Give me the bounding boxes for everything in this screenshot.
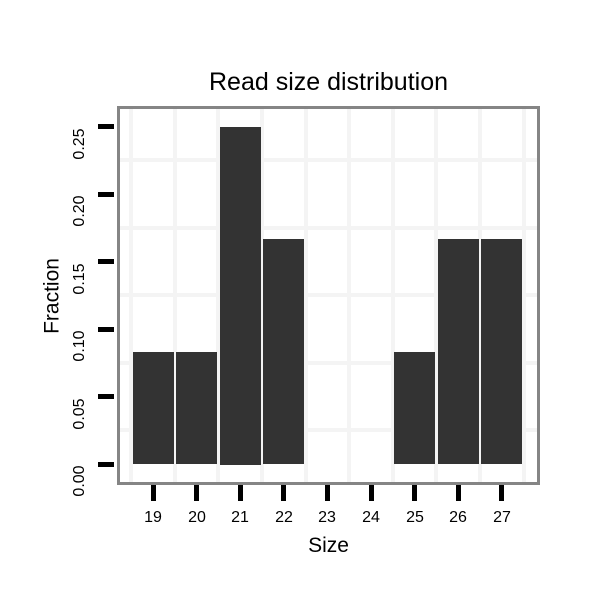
y-tick-mark — [98, 192, 114, 197]
bar — [394, 352, 435, 464]
x-tick-label: 22 — [275, 509, 293, 526]
x-tick-mark — [499, 485, 504, 501]
x-tick-mark — [325, 485, 330, 501]
y-tick-label: 0.10 — [71, 330, 88, 362]
x-tick-label: 20 — [188, 509, 206, 526]
plot-area — [120, 109, 537, 482]
x-tick-label: 24 — [362, 509, 380, 526]
y-tick-label: 0.05 — [71, 398, 88, 430]
x-axis-title: Size — [308, 534, 349, 557]
x-tick-mark — [369, 485, 374, 501]
bar — [220, 127, 261, 465]
x-tick-label: 23 — [318, 509, 336, 526]
minor-gridline-horizontal — [120, 428, 537, 433]
y-tick-mark — [98, 327, 114, 332]
bar — [438, 239, 479, 464]
x-tick-mark — [456, 485, 461, 501]
x-tick-mark — [238, 485, 243, 501]
x-tick-label: 26 — [449, 509, 467, 526]
y-tick-mark — [98, 462, 114, 467]
y-tick-label: 0.15 — [71, 263, 88, 295]
y-tick-label: 0.25 — [71, 128, 88, 160]
chart-title: Read size distribution — [208, 68, 448, 96]
x-tick-label: 27 — [493, 509, 511, 526]
y-axis-title: Fraction — [40, 258, 64, 334]
minor-gridline-horizontal — [120, 293, 537, 298]
x-tick-label: 21 — [231, 509, 249, 526]
bar — [481, 239, 522, 464]
plot-panel — [117, 106, 540, 485]
bar — [176, 352, 217, 464]
y-tick-mark — [98, 394, 114, 399]
y-tick-mark — [98, 259, 114, 264]
x-tick-mark — [281, 485, 286, 501]
bar — [133, 352, 174, 464]
bar — [263, 239, 304, 464]
y-tick-label: 0.20 — [71, 195, 88, 227]
x-tick-label: 19 — [144, 509, 162, 526]
x-tick-mark — [412, 485, 417, 501]
minor-gridline-horizontal — [120, 158, 537, 163]
x-tick-label: 25 — [406, 509, 424, 526]
y-tick-label: 0.00 — [71, 465, 88, 497]
minor-gridline-horizontal — [120, 225, 537, 230]
x-tick-mark — [151, 485, 156, 501]
minor-gridline-horizontal — [120, 360, 537, 365]
x-tick-mark — [194, 485, 199, 501]
y-tick-mark — [98, 124, 114, 129]
